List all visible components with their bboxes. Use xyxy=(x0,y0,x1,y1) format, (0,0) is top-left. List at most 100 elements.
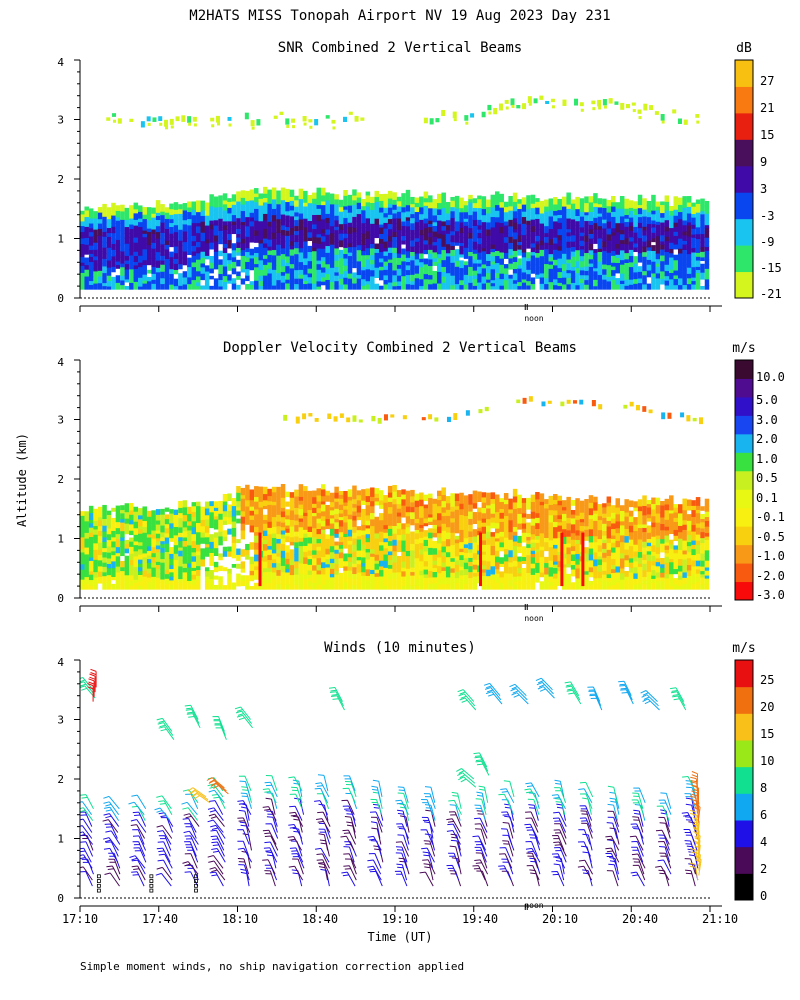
snr-cell xyxy=(124,237,130,244)
velocity-cell xyxy=(285,491,290,498)
velocity-cell xyxy=(213,575,219,580)
snr-cell xyxy=(682,243,687,250)
snr-cell xyxy=(240,268,246,273)
snr-cell xyxy=(84,244,89,249)
velocity-cell xyxy=(338,509,344,514)
velocity-cell xyxy=(557,495,562,501)
snr-cell xyxy=(664,236,670,242)
snr-cell xyxy=(660,260,665,265)
velocity-cell xyxy=(646,542,652,547)
snr-cell xyxy=(695,269,701,274)
snr-cell xyxy=(628,225,634,231)
snr-cell xyxy=(553,237,558,244)
snr-cell xyxy=(526,252,531,259)
velocity-cell xyxy=(459,585,464,590)
snr-cell xyxy=(387,266,393,273)
snr-cell xyxy=(196,264,201,272)
snr-cell xyxy=(677,258,683,263)
velocity-cell xyxy=(93,537,98,544)
snr-cell xyxy=(254,273,259,281)
velocity-cell xyxy=(468,514,473,519)
velocity-cell xyxy=(307,574,313,579)
snr-cell xyxy=(93,274,98,279)
velocity-cell xyxy=(544,520,549,529)
snr-cell xyxy=(289,255,295,261)
snr-cell xyxy=(646,250,652,257)
velocity-cell xyxy=(669,565,674,570)
velocity-cell xyxy=(280,584,286,590)
velocity-cell xyxy=(472,559,478,565)
velocity-cell xyxy=(294,519,299,526)
velocity-cell xyxy=(352,556,357,564)
velocity-cell xyxy=(378,541,384,546)
snr-cell xyxy=(169,226,174,234)
snr-cell xyxy=(660,240,665,245)
velocity-cell xyxy=(115,555,121,564)
snr-cell xyxy=(628,279,634,285)
velocity-cell xyxy=(280,516,286,523)
snr-cell xyxy=(196,225,201,234)
snr-cell xyxy=(111,232,116,239)
velocity-cell xyxy=(352,498,357,505)
snr-cell xyxy=(579,216,585,222)
snr-cell xyxy=(633,201,638,209)
velocity-cell xyxy=(651,497,656,505)
velocity-cell xyxy=(298,545,304,552)
velocity-cell xyxy=(124,548,130,554)
snr-cell xyxy=(579,226,585,233)
snr-cell xyxy=(517,249,522,256)
snr-cell xyxy=(459,211,464,218)
velocity-cell xyxy=(490,532,496,537)
snr-cell xyxy=(276,226,281,233)
velocity-cell xyxy=(481,496,487,503)
velocity-cell xyxy=(588,518,594,523)
snr-cell xyxy=(289,245,295,250)
snr-cell xyxy=(606,212,612,218)
velocity-cell xyxy=(124,527,130,535)
snr-cell xyxy=(160,239,165,245)
snr-cell xyxy=(196,232,201,239)
snr-cell xyxy=(142,210,147,215)
snr-cell xyxy=(579,248,585,257)
velocity-cell xyxy=(472,502,478,509)
velocity-cell xyxy=(526,532,531,537)
snr-cell xyxy=(347,255,353,263)
velocity-cell xyxy=(423,545,429,552)
velocity-cell xyxy=(383,508,388,516)
snr-cell xyxy=(633,232,638,238)
velocity-cell xyxy=(548,585,554,590)
velocity-cell xyxy=(655,522,661,529)
velocity-cell xyxy=(401,528,406,535)
velocity-cell xyxy=(682,567,687,573)
snr-cell xyxy=(588,201,594,209)
snr-cell xyxy=(289,193,295,197)
velocity-cell xyxy=(664,556,670,564)
snr-cell xyxy=(218,212,223,219)
snr-cell xyxy=(280,210,286,215)
snr-cell xyxy=(254,235,259,243)
snr-cell xyxy=(138,226,143,231)
velocity-cell xyxy=(142,570,147,577)
snr-cell xyxy=(329,193,335,199)
snr-cell xyxy=(535,218,540,226)
snr-cell xyxy=(383,228,388,236)
snr-cell xyxy=(611,262,616,267)
velocity-cell xyxy=(642,508,647,516)
velocity-cell xyxy=(508,526,513,533)
snr-cell xyxy=(142,243,147,250)
velocity-cell xyxy=(557,500,562,506)
velocity-cell xyxy=(267,577,272,584)
snr-cell xyxy=(187,218,192,226)
snr-cell xyxy=(258,285,263,290)
snr-cell xyxy=(325,228,330,235)
velocity-cell xyxy=(378,531,384,539)
velocity-cell xyxy=(575,548,580,555)
snr-cell xyxy=(352,194,357,201)
velocity-cell xyxy=(146,516,152,524)
snr-cell xyxy=(704,227,710,232)
snr-cell xyxy=(615,247,620,255)
velocity-cell xyxy=(262,493,268,501)
velocity-cell xyxy=(249,563,255,571)
velocity-cell xyxy=(517,580,522,585)
snr-cell xyxy=(423,201,429,206)
